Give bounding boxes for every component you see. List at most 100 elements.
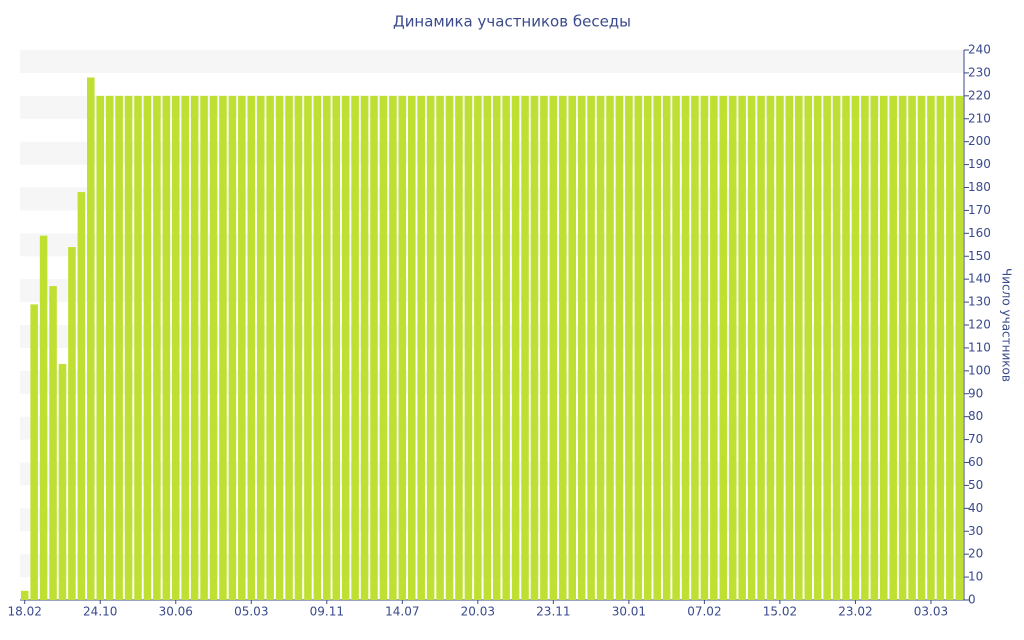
grid-band (20, 554, 964, 578)
y-tick-label: 180 (968, 180, 991, 194)
bar (521, 95, 529, 600)
bar (823, 95, 831, 600)
bar (96, 95, 105, 600)
bar (181, 95, 189, 600)
bar (625, 95, 633, 600)
y-tick-label: 40 (968, 501, 983, 515)
bar (360, 95, 369, 600)
bar (398, 95, 407, 600)
bar (134, 95, 142, 600)
bar (389, 95, 397, 600)
bar (219, 95, 227, 600)
y-tick-label: 60 (968, 455, 983, 469)
y-tick-label: 140 (968, 272, 991, 286)
bar (927, 95, 935, 600)
bar (351, 95, 359, 600)
bar (672, 95, 680, 600)
x-tick-label: 09.11 (310, 605, 344, 619)
bar (634, 95, 643, 600)
bar (30, 304, 38, 600)
y-axis-title: Число участников (1000, 268, 1014, 382)
bar (540, 95, 548, 600)
bar (436, 95, 444, 600)
bar (936, 95, 945, 600)
x-tick-label: 30.01 (612, 605, 646, 619)
x-tick-label: 14.07 (385, 605, 419, 619)
x-tick-label: 20.03 (461, 605, 495, 619)
bar (171, 95, 180, 600)
bar (464, 95, 473, 600)
bar (710, 95, 718, 600)
bar (275, 95, 284, 600)
x-tick-label: 23.11 (536, 605, 570, 619)
bar (615, 95, 624, 600)
y-tick-label: 210 (968, 111, 991, 125)
bar (804, 95, 813, 600)
bar (190, 95, 199, 600)
bar (511, 95, 520, 600)
bar (577, 95, 586, 600)
y-tick-label: 130 (968, 295, 991, 309)
bar (77, 192, 86, 601)
y-tick-label: 50 (968, 478, 983, 492)
bar (341, 95, 350, 600)
bar (445, 95, 454, 600)
bar (87, 77, 95, 600)
bar (455, 95, 463, 600)
x-tick-label: 07.02 (687, 605, 721, 619)
bar (238, 95, 246, 600)
y-tick-label: 120 (968, 318, 991, 332)
bar (49, 286, 57, 600)
bar (776, 95, 784, 600)
x-tick-label: 05.03 (234, 605, 268, 619)
y-tick-label: 30 (968, 524, 983, 538)
x-tick-label: 23.02 (838, 605, 872, 619)
y-tick-label: 150 (968, 249, 991, 263)
x-tick-label: 15.02 (763, 605, 797, 619)
bar (285, 95, 293, 600)
x-tick-label: 18.02 (8, 605, 42, 619)
y-tick-label: 170 (968, 203, 991, 217)
bar (908, 95, 916, 600)
x-tick-label: 30.06 (159, 605, 193, 619)
bar (426, 95, 435, 600)
bar (379, 95, 388, 600)
grid-band (20, 325, 964, 348)
bar (955, 95, 964, 600)
y-tick-label: 110 (968, 340, 991, 354)
bar (20, 590, 29, 600)
bar (209, 95, 218, 600)
bar (662, 95, 671, 600)
bar (115, 95, 123, 600)
chart-title: Динамика участников беседы (393, 13, 631, 31)
y-tick-label: 100 (968, 363, 991, 377)
bar (294, 95, 303, 600)
bar (766, 95, 775, 600)
bar (200, 95, 208, 600)
y-tick-label: 200 (968, 134, 991, 148)
bar (691, 95, 699, 600)
bar (266, 95, 274, 600)
bar (247, 95, 256, 600)
bar (323, 95, 331, 600)
bar (795, 95, 803, 600)
bar (313, 95, 322, 600)
grid-band (20, 370, 964, 394)
bar (162, 95, 171, 600)
y-tick-label: 160 (968, 226, 991, 240)
bar (898, 95, 907, 600)
y-tick-label: 240 (968, 43, 991, 57)
y-tick-label: 230 (968, 65, 991, 79)
y-tick-label: 90 (968, 386, 983, 400)
bar (842, 95, 850, 600)
bar (879, 95, 888, 600)
bar (946, 95, 954, 600)
bar (889, 95, 897, 600)
bar (332, 95, 341, 600)
bar (917, 95, 926, 600)
bar (407, 95, 416, 600)
bar (870, 95, 879, 600)
bar (370, 95, 378, 600)
bar (474, 95, 482, 600)
